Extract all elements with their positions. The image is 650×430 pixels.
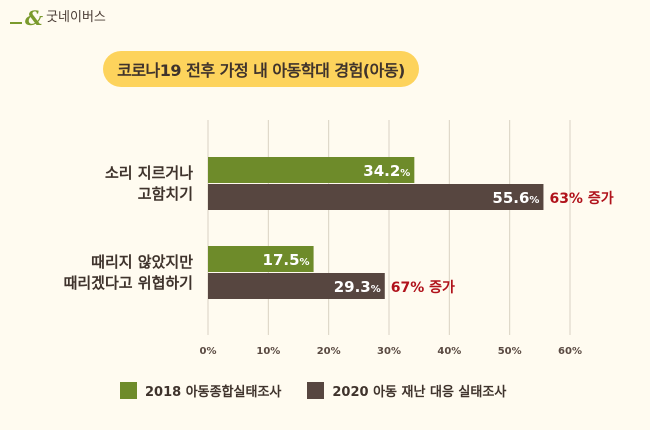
increase-annotation: 67% 증가 [391, 280, 455, 296]
chart-title: 코로나19 전후 가정 내 아동학대 경험(아동) [103, 51, 419, 87]
data-label: 29.3% [334, 278, 381, 296]
legend-item-2020: 2020 아동 재난 대응 실태조사 [307, 381, 506, 400]
x-tick-label: 60% [558, 346, 582, 357]
x-tick-label: 30% [377, 346, 401, 357]
goodneighbors-logo: & 굿네이버스 [10, 8, 106, 28]
legend-swatch [307, 382, 325, 399]
legend-label: 2018 아동종합실태조사 [145, 385, 282, 400]
legend-item-2018: 2018 아동종합실태조사 [120, 381, 281, 400]
logo-line [10, 22, 22, 24]
category-label: 때리겠다고 위협하기 [64, 274, 193, 292]
bar-2018 [208, 157, 415, 183]
x-tick-label: 0% [200, 346, 217, 357]
bar-2020 [208, 184, 544, 210]
x-tick-label: 20% [317, 346, 341, 357]
legend: 2018 아동종합실태조사 2020 아동 재난 대응 실태조사 [120, 381, 506, 400]
data-label: 34.2% [363, 162, 410, 180]
bar-2020 [208, 273, 385, 299]
increase-annotation: 63% 증가 [549, 191, 613, 207]
legend-swatch [120, 382, 137, 399]
legend-label: 2020 아동 재난 대응 실태조사 [332, 385, 507, 400]
x-tick-label: 40% [437, 346, 461, 357]
bar-2018 [208, 246, 314, 272]
logo-text: 굿네이버스 [46, 10, 106, 25]
data-label: 55.6% [492, 189, 539, 207]
data-label: 17.5% [263, 251, 310, 269]
category-label: 소리 지르거나 [105, 164, 193, 182]
category-label: 때리지 않았지만 [91, 253, 193, 271]
category-label: 고함치기 [138, 185, 193, 203]
x-tick-label: 50% [498, 346, 522, 357]
x-tick-label: 10% [256, 346, 280, 357]
logo-mark: & [25, 6, 44, 30]
